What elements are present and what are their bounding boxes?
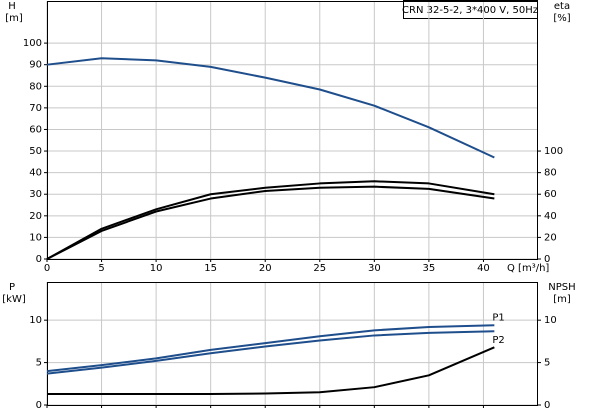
y-axis-unit: [m] bbox=[5, 13, 23, 24]
y2-tick-label: 0 bbox=[544, 254, 550, 265]
y2-tick-label: 20 bbox=[544, 232, 557, 243]
x-axis-label: Q [m³/h] bbox=[507, 263, 549, 274]
x-tick-label: 40 bbox=[477, 263, 490, 274]
curve bbox=[46, 180, 495, 260]
y-tick-label: 0 bbox=[36, 400, 42, 411]
plot-frame bbox=[47, 1, 538, 260]
y-tick-label: 30 bbox=[29, 189, 42, 200]
x-tick-label: 5 bbox=[98, 263, 104, 274]
y-tick-label: 10 bbox=[29, 315, 42, 326]
y2-tick-label: 5 bbox=[544, 358, 550, 369]
curve bbox=[46, 324, 495, 373]
x-tick-label: 35 bbox=[423, 263, 436, 274]
x-tick-label: 30 bbox=[368, 263, 381, 274]
curve bbox=[46, 330, 495, 375]
y2-axis-unit: [m] bbox=[553, 294, 571, 305]
y-tick-label: 100 bbox=[23, 38, 42, 49]
x-tick-label: 15 bbox=[204, 263, 217, 274]
y-tick-label: 90 bbox=[29, 60, 42, 71]
y2-tick-label: 10 bbox=[544, 315, 557, 326]
x-tick-label: 0 bbox=[44, 263, 50, 274]
x-tick-label: 10 bbox=[150, 263, 163, 274]
curve bbox=[47, 346, 495, 395]
y2-tick-label: 40 bbox=[544, 211, 557, 222]
y2-axis-label: NPSH bbox=[548, 282, 575, 293]
y2-axis-label: eta bbox=[554, 1, 570, 12]
curve bbox=[46, 185, 495, 260]
y-tick-label: 20 bbox=[29, 211, 42, 222]
y-tick-label: 80 bbox=[29, 81, 42, 92]
y2-tick-label: 60 bbox=[544, 189, 557, 200]
y-axis-label: H bbox=[8, 1, 16, 12]
x-tick-label: 25 bbox=[313, 263, 326, 274]
y-tick-label: 0 bbox=[36, 254, 42, 265]
y2-tick-label: 0 bbox=[544, 400, 550, 411]
chart-title: CRN 32-5-2, 3*400 V, 50Hz bbox=[402, 5, 538, 16]
x-tick-label: 20 bbox=[259, 263, 272, 274]
y-axis-unit: [kW] bbox=[2, 294, 26, 305]
plot-frame bbox=[47, 282, 538, 406]
y-tick-label: 70 bbox=[29, 103, 42, 114]
y-tick-label: 50 bbox=[29, 146, 42, 157]
y2-tick-label: 80 bbox=[544, 168, 557, 179]
y2-tick-label: 100 bbox=[544, 146, 563, 157]
y-axis-label: P bbox=[9, 282, 15, 293]
y-tick-label: 5 bbox=[36, 358, 42, 369]
curve bbox=[46, 57, 495, 159]
series-label: P1 bbox=[492, 312, 504, 323]
series-label: P2 bbox=[492, 335, 504, 346]
y2-axis-unit: [%] bbox=[553, 13, 570, 24]
y-tick-label: 10 bbox=[29, 232, 42, 243]
y-tick-label: 40 bbox=[29, 168, 42, 179]
y-tick-label: 60 bbox=[29, 124, 42, 135]
